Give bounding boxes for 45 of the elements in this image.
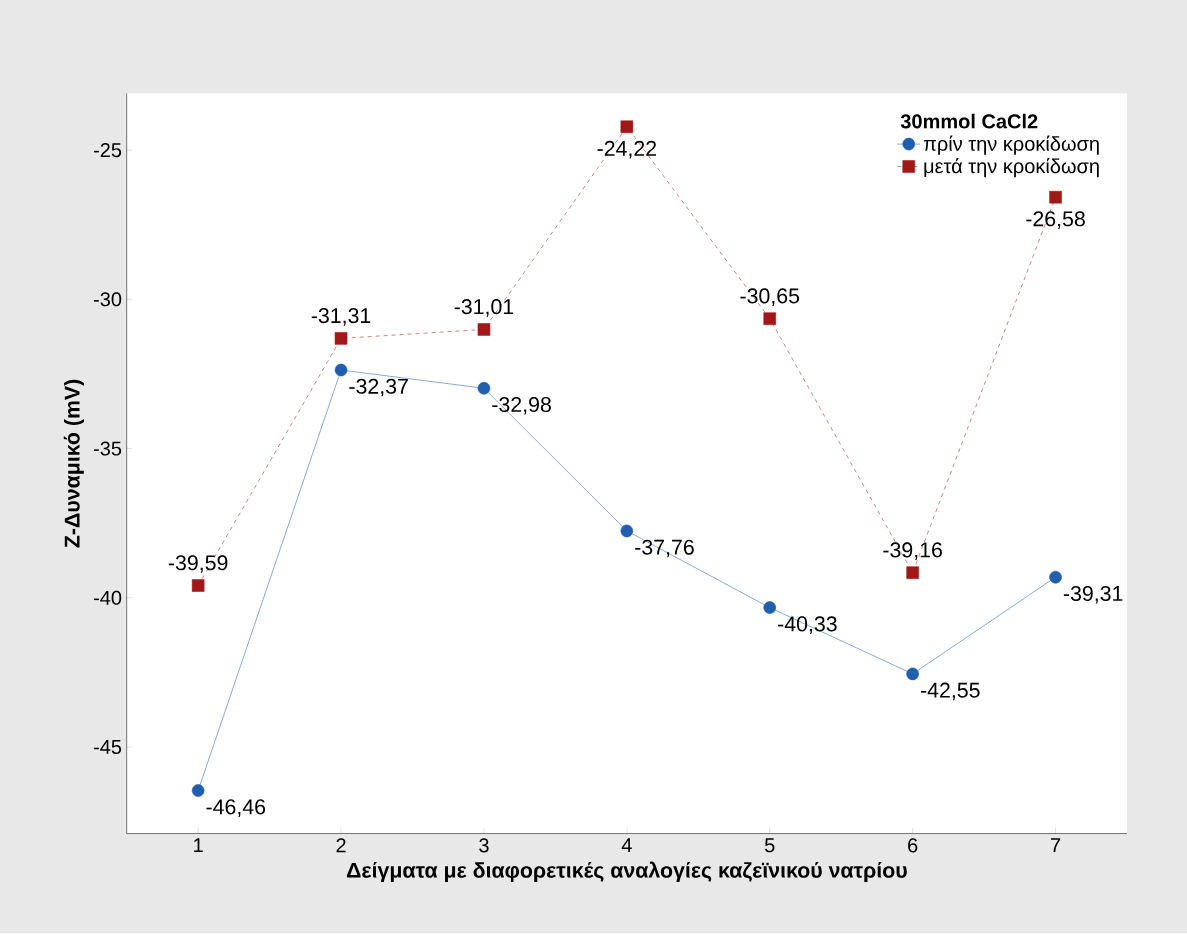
point xyxy=(906,566,919,580)
point xyxy=(334,332,348,345)
x-tick-label: 5 xyxy=(764,838,775,853)
data-label: -31,31 xyxy=(311,308,371,326)
data-label: -31,01 xyxy=(454,299,514,317)
data-label: -37,76 xyxy=(635,539,694,558)
legend-label: μετά την κροκίδωση xyxy=(924,158,1099,178)
y-tick-label: -35 xyxy=(93,441,122,456)
point xyxy=(620,120,634,134)
point xyxy=(191,784,205,798)
legend-label: πρίν την κροκίδωση xyxy=(923,135,1099,155)
point xyxy=(763,312,777,326)
point xyxy=(906,667,919,681)
legend-title: 30mmol CaCl2 xyxy=(900,113,1038,129)
data-label: -32,37 xyxy=(349,378,408,397)
x-tick-label: 4 xyxy=(621,838,632,853)
data-label: -30,65 xyxy=(740,288,800,307)
y-tick-label: -25 xyxy=(93,143,122,158)
point xyxy=(620,524,634,538)
x-axis-title: Δείγματα με διαφορετικές αναλογίες καζεϊνικού νατρίου xyxy=(346,861,907,883)
x-tick-label: 6 xyxy=(908,838,918,853)
data-label: -32,98 xyxy=(492,397,551,415)
point xyxy=(1049,571,1062,584)
data-label: -46,46 xyxy=(206,799,266,818)
data-label: -39,16 xyxy=(883,542,942,561)
point xyxy=(477,382,491,395)
point xyxy=(1049,191,1062,204)
data-label: -39,59 xyxy=(168,555,228,574)
point xyxy=(191,579,205,593)
x-tick-label: 7 xyxy=(1051,838,1061,853)
data-label: -39,31 xyxy=(1063,586,1123,604)
data-label: -42,55 xyxy=(920,682,980,701)
y-tick-label: -45 xyxy=(93,740,122,755)
point xyxy=(477,323,491,336)
y-axis-title: Z-Δυναμικό (mV) xyxy=(63,379,84,548)
data-label: -24,22 xyxy=(597,141,657,159)
point xyxy=(763,601,777,615)
x-tick-label: 2 xyxy=(336,838,346,853)
data-label: -26,58 xyxy=(1026,211,1085,230)
y-tick-label: -30 xyxy=(93,292,122,307)
y-tick-label: -40 xyxy=(93,590,122,606)
data-label: -40,33 xyxy=(778,616,837,635)
x-tick-label: 1 xyxy=(194,838,203,853)
x-tick-label: 3 xyxy=(479,838,489,853)
point xyxy=(334,363,348,377)
